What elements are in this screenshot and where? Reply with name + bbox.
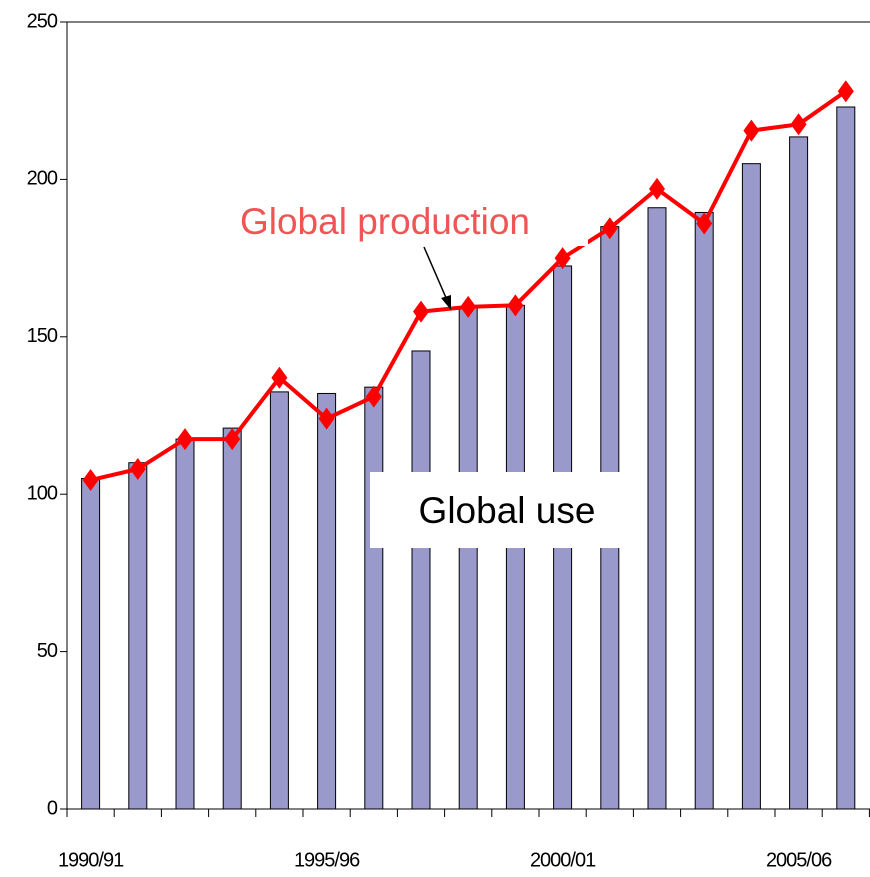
bar bbox=[128, 462, 148, 810]
marker bbox=[82, 469, 99, 492]
marker bbox=[318, 407, 335, 430]
label-bg bbox=[370, 472, 625, 548]
marker bbox=[743, 119, 760, 142]
bar bbox=[411, 350, 431, 810]
marker bbox=[696, 212, 713, 235]
y-tick-label: 50 bbox=[37, 640, 58, 662]
label-bg bbox=[196, 200, 588, 246]
x-tick-label: 2000/01 bbox=[530, 849, 596, 871]
bar bbox=[458, 306, 478, 810]
marker bbox=[601, 217, 618, 240]
bar bbox=[269, 391, 289, 810]
y-tick-label: 250 bbox=[27, 10, 58, 32]
x-tick-label: 1995/96 bbox=[294, 849, 360, 871]
marker bbox=[129, 458, 146, 481]
marker bbox=[271, 366, 288, 389]
y-tick-label: 100 bbox=[27, 482, 58, 504]
bar bbox=[81, 477, 101, 810]
marker bbox=[554, 247, 571, 270]
bar bbox=[222, 427, 242, 810]
bar bbox=[789, 136, 809, 810]
marker bbox=[649, 177, 665, 200]
marker bbox=[177, 428, 193, 451]
bar bbox=[836, 106, 856, 810]
bar bbox=[741, 163, 761, 810]
bar bbox=[317, 392, 337, 810]
annotation: Global production bbox=[240, 201, 530, 242]
arrow bbox=[423, 246, 448, 301]
marker bbox=[837, 80, 854, 103]
x-tick-label: 1990/91 bbox=[58, 849, 124, 871]
marker bbox=[460, 295, 477, 318]
arrow-head bbox=[441, 295, 451, 310]
bar bbox=[647, 207, 667, 810]
x-tick-label: 2005/06 bbox=[766, 849, 832, 871]
marker bbox=[224, 428, 241, 451]
y-tick-label: 200 bbox=[27, 168, 58, 190]
marker bbox=[790, 113, 807, 136]
marker bbox=[507, 294, 524, 317]
bar bbox=[364, 386, 384, 810]
bar bbox=[694, 211, 714, 810]
y-tick-label: 0 bbox=[47, 797, 58, 819]
bar bbox=[175, 438, 195, 810]
y-tick-label: 150 bbox=[27, 325, 58, 347]
marker bbox=[413, 300, 429, 323]
marker bbox=[365, 385, 382, 408]
annotation: Global use bbox=[419, 490, 596, 531]
bar bbox=[505, 304, 525, 810]
